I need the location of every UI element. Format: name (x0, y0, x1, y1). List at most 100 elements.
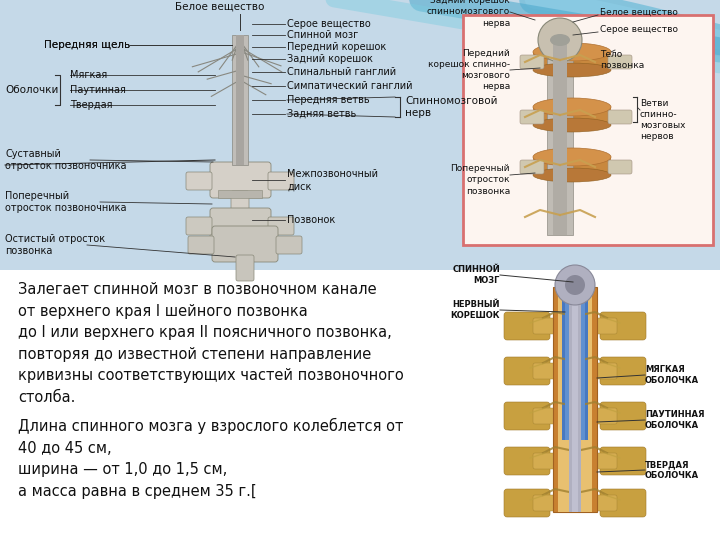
Text: Оболочки: Оболочки (5, 85, 58, 95)
Text: Поперечный
отросток позвоночника: Поперечный отросток позвоночника (5, 191, 127, 213)
Bar (562, 285, 588, 440)
Ellipse shape (533, 148, 611, 166)
Text: Передний корешок: Передний корешок (287, 42, 386, 52)
Bar (0, 270, 720, 540)
FancyBboxPatch shape (236, 255, 254, 281)
FancyBboxPatch shape (533, 453, 555, 469)
FancyBboxPatch shape (600, 489, 646, 517)
Bar (0, 0, 720, 270)
Ellipse shape (533, 98, 611, 116)
FancyBboxPatch shape (504, 489, 550, 517)
Text: МЯГКАЯ
ОБОЛОЧКА: МЯГКАЯ ОБОЛОЧКА (645, 365, 699, 384)
Text: ПАУТИННАЯ
ОБОЛОЧКА: ПАУТИННАЯ ОБОЛОЧКА (645, 410, 704, 430)
FancyBboxPatch shape (600, 402, 646, 430)
Text: Задний корешок
спинномозгового
нерва: Задний корешок спинномозгового нерва (427, 0, 510, 28)
FancyBboxPatch shape (188, 236, 214, 254)
FancyBboxPatch shape (268, 217, 294, 235)
FancyBboxPatch shape (533, 408, 555, 424)
FancyBboxPatch shape (595, 453, 617, 469)
Text: Паутинная: Паутинная (70, 85, 126, 95)
Ellipse shape (550, 34, 570, 46)
FancyBboxPatch shape (608, 110, 632, 124)
FancyBboxPatch shape (231, 235, 249, 261)
FancyBboxPatch shape (608, 160, 632, 174)
FancyBboxPatch shape (210, 162, 271, 198)
FancyBboxPatch shape (231, 191, 249, 217)
FancyBboxPatch shape (504, 447, 550, 475)
Bar (236, 35, 244, 165)
Text: Спинной мозг: Спинной мозг (287, 30, 359, 40)
Text: Передний
корешок спинно-
мозгового
нерва: Передний корешок спинно- мозгового нерва (428, 49, 510, 91)
Text: Задняя ветвь: Задняя ветвь (287, 109, 356, 119)
Text: ТВЕРДАЯ
ОБОЛОЧКА: ТВЕРДАЯ ОБОЛОЧКА (645, 460, 699, 480)
Circle shape (538, 18, 582, 62)
Ellipse shape (533, 43, 611, 61)
FancyBboxPatch shape (276, 236, 302, 254)
Text: НЕРВНЫЙ
КОРЕШОК: НЕРВНЫЙ КОРЕШОК (451, 300, 500, 320)
FancyBboxPatch shape (268, 172, 294, 190)
Bar (558, 287, 592, 512)
Text: Серое вещество: Серое вещество (600, 25, 678, 35)
Ellipse shape (533, 168, 611, 182)
Text: СПИННОЙ
МОЗГ: СПИННОЙ МОЗГ (452, 265, 500, 285)
Text: Залегает спинной мозг в позвоночном канале
от верхнего края I шейного позвонка
д: Залегает спинной мозг в позвоночном кана… (18, 282, 404, 405)
Text: Спинальный ганглий: Спинальный ганглий (287, 67, 396, 77)
FancyBboxPatch shape (210, 208, 271, 242)
FancyBboxPatch shape (533, 363, 555, 379)
Text: Ветви
спинно-
мозговых
нервов: Ветви спинно- мозговых нервов (640, 99, 685, 141)
Text: Позвонок: Позвонок (287, 215, 336, 225)
FancyBboxPatch shape (504, 357, 550, 385)
FancyBboxPatch shape (504, 312, 550, 340)
Bar (565, 285, 585, 440)
Bar (232, 35, 248, 165)
Ellipse shape (533, 118, 611, 132)
FancyBboxPatch shape (595, 408, 617, 424)
FancyBboxPatch shape (600, 357, 646, 385)
Text: Остистый отросток
позвонка: Остистый отросток позвонка (5, 234, 105, 256)
Text: Передняя ветвь: Передняя ветвь (287, 95, 369, 105)
Ellipse shape (533, 63, 611, 77)
Bar (569, 287, 581, 512)
Bar (533, 107, 611, 125)
FancyBboxPatch shape (212, 226, 278, 262)
Text: Белое вещество: Белое вещество (600, 8, 678, 17)
FancyBboxPatch shape (595, 495, 617, 511)
Text: Мягкая: Мягкая (70, 70, 107, 80)
FancyBboxPatch shape (600, 447, 646, 475)
Bar (547, 40, 573, 235)
FancyBboxPatch shape (186, 172, 212, 190)
Text: Симпатический ганглий: Симпатический ганглий (287, 81, 413, 91)
FancyBboxPatch shape (520, 110, 544, 124)
Bar (553, 40, 567, 235)
Bar (572, 287, 578, 512)
Text: Длина спинного мозга у взрослого колеблется от
40 до 45 см,
ширина — от 1,0 до 1: Длина спинного мозга у взрослого колебле… (18, 418, 403, 499)
FancyBboxPatch shape (608, 55, 632, 69)
FancyBboxPatch shape (600, 312, 646, 340)
Text: Тело
позвонка: Тело позвонка (600, 50, 644, 70)
FancyBboxPatch shape (463, 15, 713, 245)
Text: Серое вещество: Серое вещество (287, 19, 371, 29)
FancyBboxPatch shape (520, 160, 544, 174)
Text: Передняя щель: Передняя щель (44, 40, 130, 50)
FancyBboxPatch shape (504, 402, 550, 430)
FancyBboxPatch shape (520, 55, 544, 69)
Text: Спинномозговой
нерв: Спинномозговой нерв (405, 96, 498, 118)
Circle shape (565, 275, 585, 295)
Text: Белое вещество: Белое вещество (175, 2, 265, 12)
Text: Задний корешок: Задний корешок (287, 54, 373, 64)
FancyBboxPatch shape (533, 495, 555, 511)
Bar (218, 190, 262, 198)
FancyBboxPatch shape (595, 363, 617, 379)
Text: Передняя щель: Передняя щель (44, 40, 130, 50)
Text: Твердая: Твердая (70, 100, 112, 110)
FancyBboxPatch shape (186, 217, 212, 235)
Text: Межпозвоночный
диск: Межпозвоночный диск (287, 169, 378, 191)
Bar (553, 287, 597, 512)
Bar (533, 157, 611, 175)
Bar (533, 52, 611, 70)
FancyBboxPatch shape (595, 318, 617, 334)
Text: Суставный
отросток позвоночника: Суставный отросток позвоночника (5, 149, 127, 171)
Text: Поперечный
отросток
позвонка: Поперечный отросток позвонка (451, 164, 510, 195)
FancyBboxPatch shape (533, 318, 555, 334)
Circle shape (555, 265, 595, 305)
